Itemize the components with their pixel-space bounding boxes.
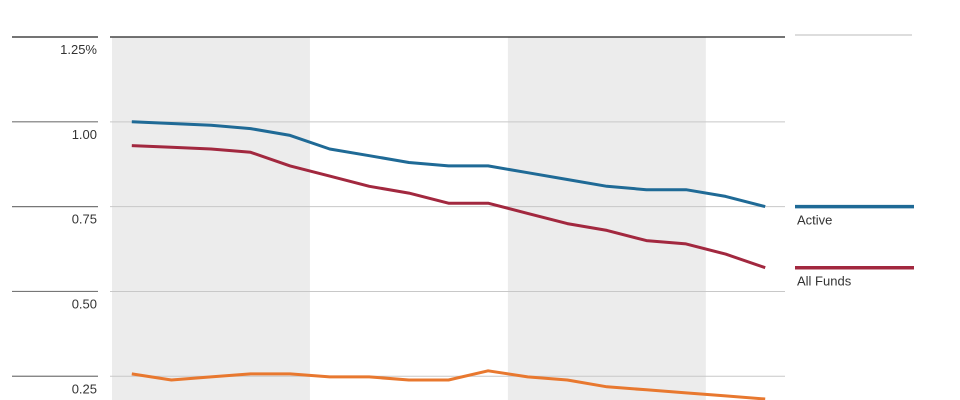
y-tick-label: 0.75: [72, 212, 97, 227]
legend-label: All Funds: [797, 274, 852, 289]
bands: [112, 37, 706, 400]
legend-label: Active: [797, 213, 832, 228]
band: [507, 37, 706, 400]
band: [112, 37, 310, 400]
y-tick-label: 0.25: [72, 381, 97, 396]
y-tick-label: 0.50: [72, 296, 97, 311]
series-line: [131, 120, 766, 209]
y-tick-label: 1.00: [72, 127, 97, 142]
y-tick-label: 1.25%: [60, 42, 97, 57]
series-line: [131, 144, 766, 270]
series-line: [131, 369, 766, 400]
